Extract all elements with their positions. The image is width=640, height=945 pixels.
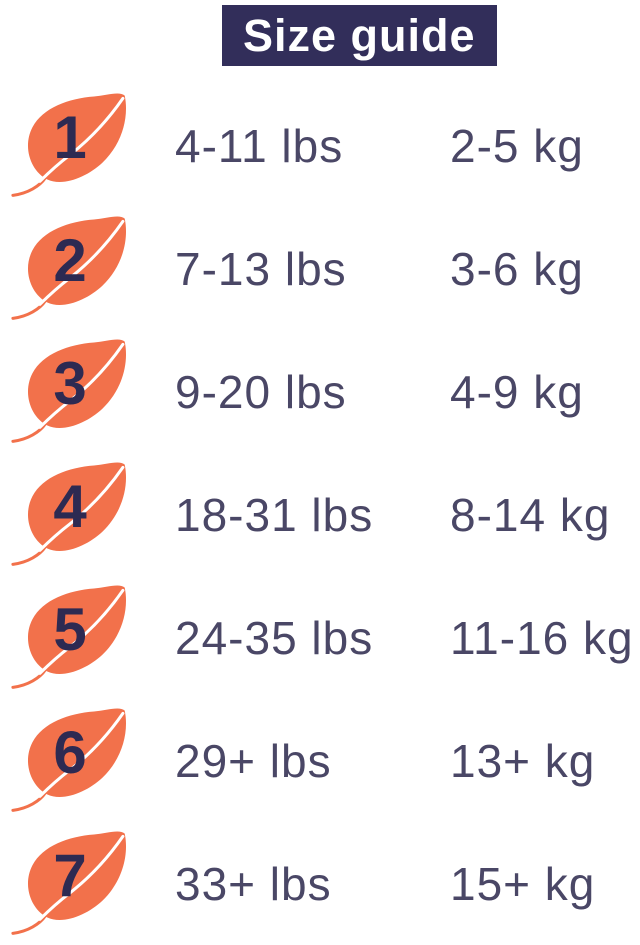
size-number: 2 [53,226,87,294]
weight-kg: 4-9 kg [450,365,584,418]
size-cell: 1 [0,84,175,207]
weight-lbs: 18-31 lbs [175,488,374,541]
size-cell: 7 [0,822,175,945]
page-title: Size guide [243,9,476,61]
size-row: 6 29+ lbs 13+ kg [0,699,640,822]
size-number: 5 [53,595,87,663]
size-cell: 5 [0,576,175,699]
leaf-icon: 6 [10,705,150,815]
weight-lbs: 24-35 lbs [175,611,374,664]
size-cell: 6 [0,699,175,822]
weight-lbs: 4-11 lbs [175,119,344,172]
weight-kg: 8-14 kg [450,488,611,541]
leaf-icon: 3 [10,336,150,446]
size-row: 4 18-31 lbs 8-14 kg [0,453,640,576]
leaf-icon: 1 [10,90,150,200]
leaf-icon: 7 [10,828,150,938]
leaf-icon: 2 [10,213,150,323]
size-number: 3 [53,349,87,417]
size-cell: 4 [0,453,175,576]
size-number: 7 [53,841,87,909]
weight-lbs: 9-20 lbs [175,365,347,418]
size-number: 4 [53,472,87,540]
size-number: 1 [53,103,87,171]
weight-lbs: 29+ lbs [175,734,332,787]
weight-kg: 11-16 kg [450,611,634,664]
size-table: 1 4-11 lbs 2-5 kg 2 7-13 lbs 3-6 kg [0,84,640,945]
size-cell: 2 [0,207,175,330]
leaf-icon: 4 [10,459,150,569]
size-row: 1 4-11 lbs 2-5 kg [0,84,640,207]
title-banner: Size guide [222,5,497,66]
size-cell: 3 [0,330,175,453]
weight-kg: 13+ kg [450,734,596,787]
size-row: 2 7-13 lbs 3-6 kg [0,207,640,330]
weight-kg: 15+ kg [450,857,596,910]
weight-lbs: 33+ lbs [175,857,332,910]
size-row: 5 24-35 lbs 11-16 kg [0,576,640,699]
size-row: 7 33+ lbs 15+ kg [0,822,640,945]
weight-lbs: 7-13 lbs [175,242,347,295]
leaf-icon: 5 [10,582,150,692]
weight-kg: 3-6 kg [450,242,584,295]
size-number: 6 [53,718,87,786]
weight-kg: 2-5 kg [450,119,584,172]
size-row: 3 9-20 lbs 4-9 kg [0,330,640,453]
